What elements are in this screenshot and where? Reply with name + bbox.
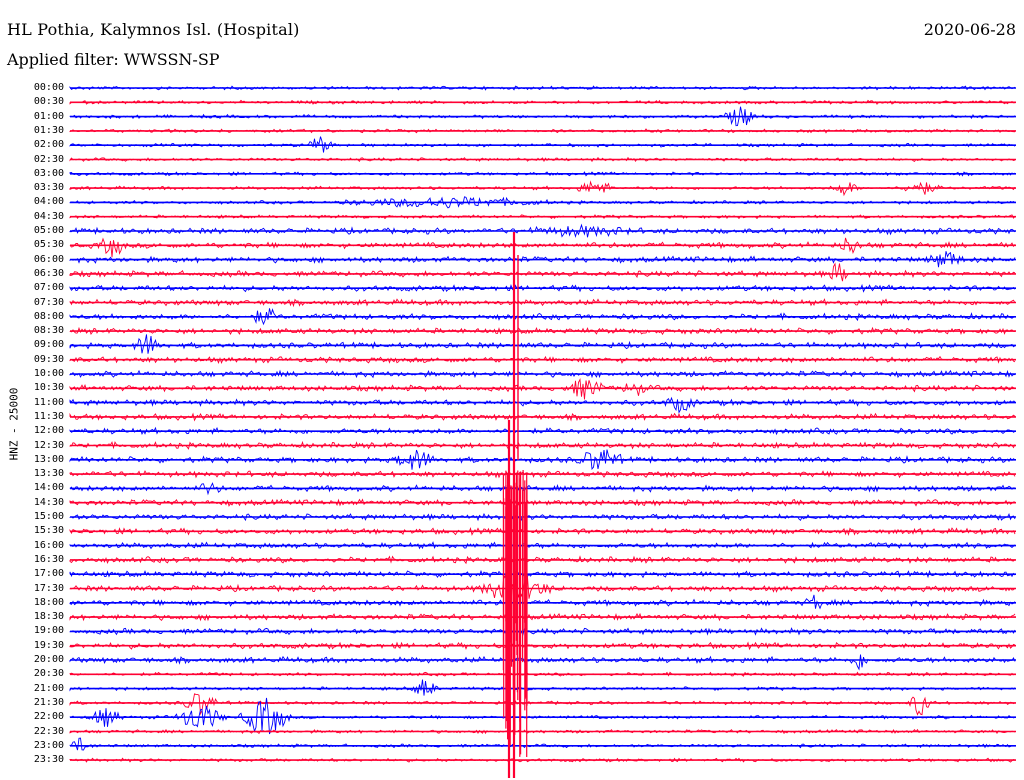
time-label: 09:00 <box>33 339 64 351</box>
time-label: 22:00 <box>33 711 64 723</box>
time-label: 17:30 <box>33 582 64 594</box>
time-label: 15:00 <box>33 511 64 522</box>
time-label: 04:00 <box>33 196 64 208</box>
seismic-trace <box>69 251 1016 268</box>
time-label: 23:30 <box>33 754 64 766</box>
time-label: 16:00 <box>33 539 64 551</box>
time-labels: 00:00 00:30 01:00 01:30 02:00 02:30 03:00 03:30… <box>0 0 64 780</box>
time-label: 05:00 <box>33 225 64 236</box>
time-label: 13:00 <box>33 453 64 465</box>
seismic-trace <box>69 737 1015 751</box>
time-label: 16:30 <box>33 553 64 565</box>
time-label: 18:00 <box>33 596 64 608</box>
seismic-trace <box>69 308 1016 326</box>
time-label: 01:30 <box>33 124 64 136</box>
time-label: 01:00 <box>33 110 64 122</box>
seismic-trace <box>69 654 1016 671</box>
time-label: 11:00 <box>33 396 64 408</box>
seismic-trace <box>69 449 1016 470</box>
seismic-trace <box>69 378 1016 400</box>
time-label: 20:00 <box>33 654 64 665</box>
time-label: 03:30 <box>33 182 64 194</box>
seismic-trace <box>69 237 1016 258</box>
seismic-trace <box>69 470 1016 479</box>
time-label: 19:30 <box>33 639 64 651</box>
seismic-trace <box>69 334 1016 354</box>
time-label: 00:00 <box>33 82 64 93</box>
time-label: 09:30 <box>33 353 64 365</box>
time-label: 06:30 <box>33 267 64 279</box>
time-label: 21:30 <box>33 696 64 708</box>
seismic-trace <box>69 262 1016 282</box>
time-label: 11:30 <box>33 410 64 422</box>
time-label: 07:00 <box>33 282 64 294</box>
record-date: 2020-06-28 <box>923 20 1016 39</box>
seismic-trace <box>69 526 1016 537</box>
time-label: 04:30 <box>33 210 64 222</box>
time-label: 20:30 <box>33 668 64 680</box>
time-label: 18:30 <box>33 611 64 623</box>
time-label: 14:30 <box>33 496 64 508</box>
seismic-trace <box>69 412 1016 422</box>
time-label: 10:00 <box>33 368 64 379</box>
time-label: 15:30 <box>33 525 64 537</box>
time-label: 23:00 <box>33 739 64 751</box>
time-label: 12:00 <box>33 425 64 437</box>
time-label: 21:00 <box>33 682 64 694</box>
time-label: 17:00 <box>33 568 64 580</box>
station-title: HL Pothia, Kalymnos Isl. (Hospital) <box>7 20 300 39</box>
time-label: 10:30 <box>33 382 64 394</box>
time-label: 00:30 <box>33 96 64 108</box>
seismic-trace <box>69 693 1016 716</box>
time-label: 07:30 <box>33 296 64 308</box>
time-label: 08:00 <box>33 310 64 322</box>
time-label: 14:00 <box>33 482 64 494</box>
time-label: 03:00 <box>33 167 64 179</box>
time-label: 22:30 <box>33 725 64 737</box>
seismic-trace <box>69 594 1016 610</box>
seismic-trace <box>69 679 1016 696</box>
time-label: 06:00 <box>33 253 64 265</box>
applied-filter: Applied filter: WWSSN-SP <box>7 50 220 69</box>
time-label: 02:30 <box>33 153 64 165</box>
time-label: 12:30 <box>33 439 64 451</box>
seismic-trace <box>69 396 1016 414</box>
time-label: 19:00 <box>33 625 64 637</box>
time-label: 05:30 <box>33 239 64 251</box>
seismic-trace <box>69 575 1016 603</box>
seismic-trace <box>69 298 1016 308</box>
time-label: 02:00 <box>33 139 64 151</box>
time-label: 13:30 <box>33 468 64 480</box>
time-label: 08:30 <box>33 325 64 337</box>
